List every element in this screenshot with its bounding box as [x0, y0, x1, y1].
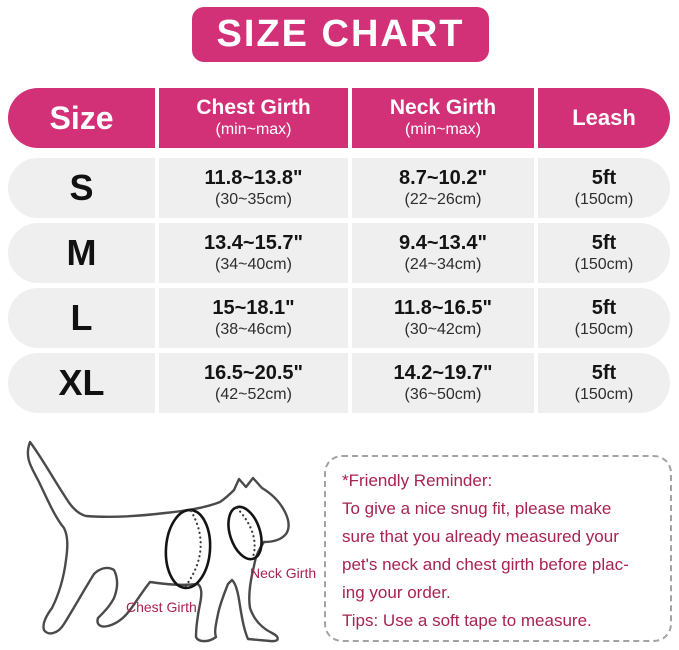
reminder-tips: Tips: Use a soft tape to measure. — [342, 611, 592, 630]
size-value: XL — [58, 362, 105, 404]
cell-size: S — [8, 158, 155, 218]
cell-size: M — [8, 223, 155, 283]
leash-feet: 5ft — [591, 231, 617, 254]
size-value: S — [69, 167, 94, 209]
header-cell-neck-girth: Neck Girth (min~max) — [352, 88, 534, 148]
cell-leash: 5ft (150cm) — [538, 223, 670, 283]
chest-inches: 13.4~15.7" — [203, 231, 303, 254]
neck-inches: 8.7~10.2" — [399, 166, 487, 189]
leash-cm: (150cm) — [574, 320, 634, 338]
header-cell-size: Size — [8, 88, 155, 148]
reminder-line: sure that you already measured your — [342, 527, 619, 546]
neck-inches: 9.4~13.4" — [399, 231, 487, 254]
cell-leash: 5ft (150cm) — [538, 353, 670, 413]
neck-girth-dotted-arc — [235, 506, 256, 559]
leash-feet: 5ft — [591, 296, 617, 319]
reminder-title: *Friendly Reminder: — [342, 471, 493, 490]
chest-cm: (34~40cm) — [215, 255, 292, 273]
chest-cm: (38~46cm) — [215, 320, 292, 338]
neck-girth-label: Neck Girth — [250, 565, 316, 581]
header-chest-sublabel: (min~max) — [215, 121, 292, 139]
chest-girth-label: Chest Girth — [126, 599, 197, 615]
chest-inches: 16.5~20.5" — [203, 361, 303, 384]
neck-inches: 14.2~19.7" — [393, 361, 493, 384]
leash-cm: (150cm) — [574, 385, 634, 403]
chest-inches: 15~18.1" — [212, 296, 295, 319]
table-row-l: L 15~18.1" (38~46cm) 11.8~16.5" (30~42cm… — [8, 288, 670, 348]
table-row-m: M 13.4~15.7" (34~40cm) 9.4~13.4" (24~34c… — [8, 223, 670, 283]
page-title: SIZE CHART — [216, 13, 465, 55]
table-row-xl: XL 16.5~20.5" (42~52cm) 14.2~19.7" (36~5… — [8, 353, 670, 413]
cell-neck-girth: 11.8~16.5" (30~42cm) — [352, 288, 534, 348]
header-size-label: Size — [49, 99, 114, 136]
cell-chest-girth: 16.5~20.5" (42~52cm) — [159, 353, 348, 413]
cell-neck-girth: 8.7~10.2" (22~26cm) — [352, 158, 534, 218]
header-cell-leash: Leash — [538, 88, 670, 148]
chest-girth-dotted-arc — [183, 509, 202, 589]
cell-leash: 5ft (150cm) — [538, 288, 670, 348]
chest-inches: 11.8~13.8" — [204, 166, 303, 189]
cell-chest-girth: 13.4~15.7" (34~40cm) — [159, 223, 348, 283]
cell-chest-girth: 15~18.1" (38~46cm) — [159, 288, 348, 348]
reminder-line: ing your order. — [342, 583, 451, 602]
size-value: L — [70, 297, 93, 339]
header-chest-label: Chest Girth — [196, 96, 311, 120]
cell-chest-girth: 11.8~13.8" (30~35cm) — [159, 158, 348, 218]
header-neck-label: Neck Girth — [389, 96, 497, 120]
chest-girth-ellipse — [164, 508, 212, 590]
cell-leash: 5ft (150cm) — [538, 158, 670, 218]
cell-neck-girth: 14.2~19.7" (36~50cm) — [352, 353, 534, 413]
cell-neck-girth: 9.4~13.4" (24~34cm) — [352, 223, 534, 283]
neck-inches: 11.8~16.5" — [394, 296, 492, 319]
header-cell-chest-girth: Chest Girth (min~max) — [159, 88, 348, 148]
neck-cm: (24~34cm) — [404, 255, 482, 273]
leash-cm: (150cm) — [574, 190, 634, 208]
neck-girth-ellipse — [227, 505, 263, 561]
leash-feet: 5ft — [591, 166, 617, 189]
neck-cm: (22~26cm) — [404, 190, 482, 208]
size-table: Size Chest Girth (min~max) Neck Girth (m… — [8, 88, 670, 418]
cat-measurement-diagram: Chest Girth Neck Girth — [0, 436, 335, 650]
leash-cm: (150cm) — [574, 255, 634, 273]
cell-size: L — [8, 288, 155, 348]
leash-feet: 5ft — [591, 361, 617, 384]
header-neck-sublabel: (min~max) — [404, 121, 481, 139]
size-value: M — [66, 232, 97, 274]
neck-cm: (30~42cm) — [404, 320, 482, 338]
table-row-s: S 11.8~13.8" (30~35cm) 8.7~10.2" (22~26c… — [8, 158, 670, 218]
cell-size: XL — [8, 353, 155, 413]
cat-outline — [26, 440, 290, 643]
friendly-reminder-box: *Friendly Reminder: To give a nice snug … — [324, 455, 672, 642]
header-leash-label: Leash — [572, 105, 636, 131]
cat-diagram-svg: Chest Girth Neck Girth — [26, 440, 316, 643]
reminder-line: To give a nice snug fit, please make — [342, 499, 612, 518]
chest-cm: (42~52cm) — [215, 385, 292, 403]
size-chart-title-badge: SIZE CHART — [192, 7, 489, 62]
chest-cm: (30~35cm) — [215, 190, 292, 208]
reminder-line: pet's neck and chest girth before plac- — [342, 555, 629, 574]
neck-cm: (36~50cm) — [404, 385, 482, 403]
table-header-row: Size Chest Girth (min~max) Neck Girth (m… — [8, 88, 670, 148]
